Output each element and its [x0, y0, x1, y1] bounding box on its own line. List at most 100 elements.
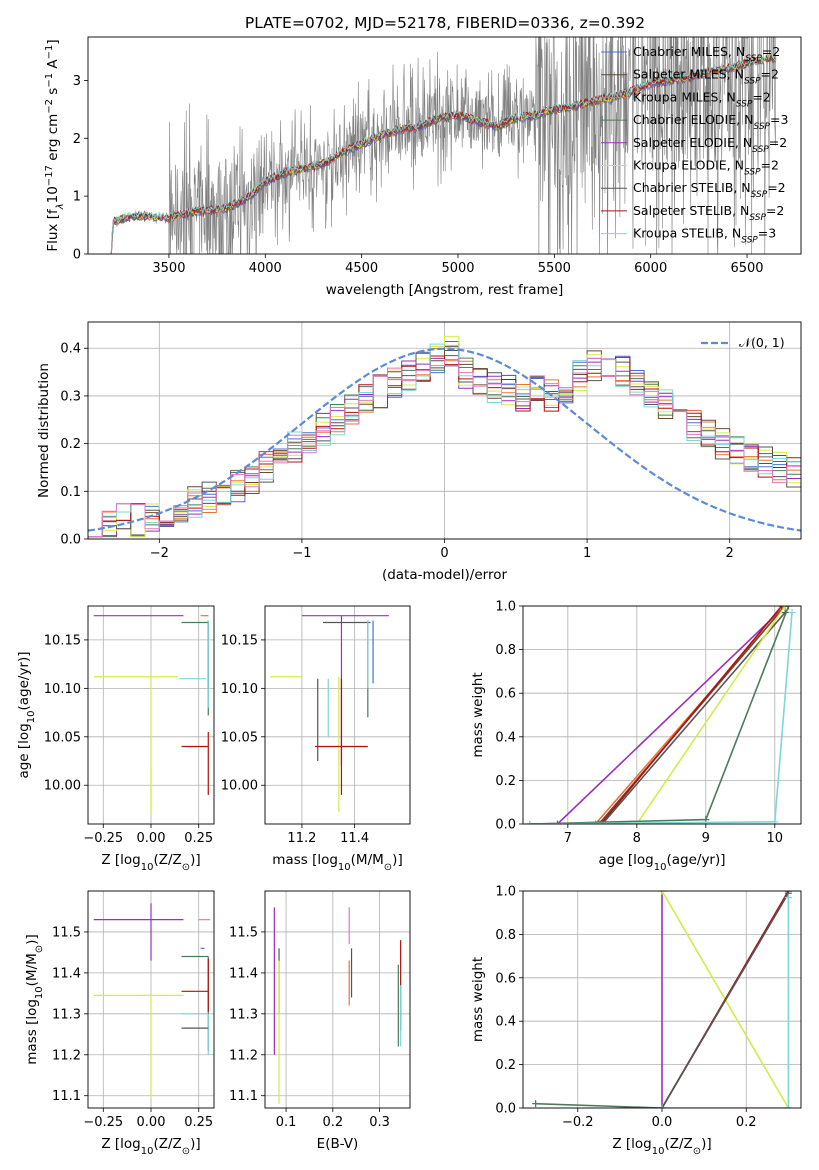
error-point-salpeter-stelib [181, 958, 209, 1012]
x-tick-label: 1 [583, 546, 591, 561]
axes-frame [264, 890, 411, 1109]
error-point-salpeter-elodie [93, 903, 184, 961]
x-tick-label: 10 [767, 831, 784, 846]
gaussian-curve [88, 347, 801, 532]
line-path [556, 606, 786, 824]
panel-spectrum: 3500 4000 4500 5000 5500 6000 6500 0 1 2 3 Chabrier… [44, 36, 802, 298]
residual-histogram-chabrier-miles [88, 351, 801, 538]
y-tick-label: 1.0 [495, 885, 516, 900]
observed-spectrum [110, 37, 777, 254]
x-axis-label: mass [log10(M/M⊙)] [272, 852, 402, 873]
x-tick-label: −0.25 [83, 831, 123, 846]
residual-histogram-salpeter-elodie [88, 355, 801, 538]
x-tick-label: 6500 [730, 261, 763, 276]
x-tick-label: 11.2 [287, 831, 316, 846]
line-marker [788, 609, 796, 617]
cumulative-line-kroupa-elodie [633, 606, 789, 824]
x-tick-label: 0.2 [736, 1115, 757, 1130]
legend-entry: Kroupa ELODIE, NSSP=2 [633, 158, 779, 178]
x-tick-label: 5000 [441, 261, 474, 276]
axes-frame [87, 321, 802, 540]
x-tick-label: 2 [726, 546, 734, 561]
line-path [662, 897, 790, 1108]
panel-age-vs-mass: 11.2 11.4 10.00 10.05 10.10 10.15 mass [log10(… [221, 605, 411, 873]
line-marker [526, 820, 534, 824]
legend-entry: Chabrier ELODIE, NSSP=3 [633, 112, 788, 132]
x-axis-label: wavelength [Angstrom, rest frame] [326, 282, 564, 298]
y-tick-label: 3 [73, 74, 81, 89]
axes-frame [522, 890, 802, 1109]
panel-age-vs-Z: −0.25 0.00 0.25 10.00 10.05 10.10 10.15 Z [log1… [16, 605, 215, 873]
x-tick-label: −0.25 [83, 1115, 123, 1130]
y-axis-label: mass weight [470, 672, 486, 757]
error-point-chabrier-elodie [181, 621, 209, 716]
y-tick-label: 11.2 [52, 1048, 81, 1063]
panel-mass-vs-Z: −0.25 0.00 0.25 11.1 11.2 11.3 11.4 11.5 Z [log1… [24, 890, 215, 1157]
y-tick-label: 11.1 [52, 1089, 81, 1104]
y-tick-label: 0.0 [495, 818, 516, 833]
y-tick-label: 0.0 [60, 533, 81, 548]
line-marker [784, 894, 792, 902]
line-marker [771, 818, 779, 824]
y-tick-label: 11.2 [229, 1048, 258, 1063]
plot-area [270, 615, 389, 813]
error-point-kroupa-stelib [181, 1013, 209, 1055]
axes-frame [87, 890, 215, 1109]
cumulative-line-chabrier-elodie [526, 606, 793, 824]
line-marker [532, 1100, 540, 1108]
axes-frame [522, 605, 802, 825]
figure-title: PLATE=0702, MJD=52178, FIBERID=0336, z=0… [245, 14, 645, 32]
line-path [601, 611, 786, 824]
y-tick-label: 11.1 [229, 1089, 258, 1104]
y-tick-label: 10.15 [44, 633, 81, 648]
line-marker [781, 606, 789, 610]
y-tick-label: 0.8 [495, 928, 516, 943]
cumulative-line-salpeter-stelib [597, 606, 786, 824]
line-marker [658, 891, 666, 895]
error-point-salpeter-stelib [315, 678, 368, 795]
panel-cumulative-age: 7 8 9 10 0.0 0.2 0.4 0.6 0.8 1.0 age [log10(age/yr… [470, 600, 802, 873]
axes-frame [87, 36, 802, 255]
x-axis-label: age [log10(age/yr)] [598, 852, 725, 873]
legend-entry: Kroupa MILES, NSSP=2 [633, 89, 771, 109]
plot-area [273, 907, 402, 1104]
cumulative-line-kroupa-stelib [658, 894, 792, 1108]
plot-area [110, 37, 777, 254]
line-path [636, 606, 786, 824]
y-tick-label: 11.3 [229, 1007, 258, 1022]
y-tick-label: 0.6 [495, 971, 516, 986]
x-tick-label: 5500 [538, 261, 571, 276]
x-axis-label: (data-model)/error [382, 567, 508, 583]
line-marker [784, 1104, 792, 1108]
y-tick-label: 0.2 [495, 1058, 516, 1073]
cumulative-line-salpeter-elodie [658, 891, 666, 1108]
x-tick-label: 0.25 [184, 1115, 213, 1130]
y-tick-label: 11.4 [229, 966, 258, 981]
plot-area [93, 615, 209, 815]
x-tick-label: 0.25 [184, 831, 213, 846]
y-tick-label: 0.0 [495, 1102, 516, 1117]
line-marker [658, 1104, 666, 1108]
y-tick-label: 0.4 [495, 730, 516, 745]
y-tick-label: 1.0 [495, 600, 516, 615]
model-kroupa-stelib [110, 51, 777, 254]
error-point-chabrier-elodie [181, 955, 209, 1051]
panel-residuals: −2 −1 0 1 2 0.0 0.1 0.2 0.3 0.4 𝒩(0, 1) (data-model… [36, 321, 802, 583]
y-tick-label: 11.4 [52, 966, 81, 981]
x-tick-label: 6000 [634, 261, 667, 276]
cumulative-line-kroupa-stelib [526, 609, 796, 824]
x-tick-label: 0.0 [652, 1115, 673, 1130]
y-tick-label: 0.4 [495, 1015, 516, 1030]
y-axis-label: mass weight [470, 957, 486, 1042]
y-tick-label: 11.3 [52, 1007, 81, 1022]
error-point-kroupa-elodie [93, 994, 184, 1098]
axes-frame [87, 605, 215, 825]
plot-area [526, 606, 796, 824]
error-point-kroupa-elodie [93, 676, 178, 813]
x-tick-label: 0.00 [137, 1115, 166, 1130]
y-tick-label: 10.00 [221, 779, 258, 794]
y-tick-label: 0.1 [60, 485, 81, 500]
legend-entry: 𝒩(0, 1) [739, 335, 785, 350]
plot-area [532, 891, 792, 1108]
